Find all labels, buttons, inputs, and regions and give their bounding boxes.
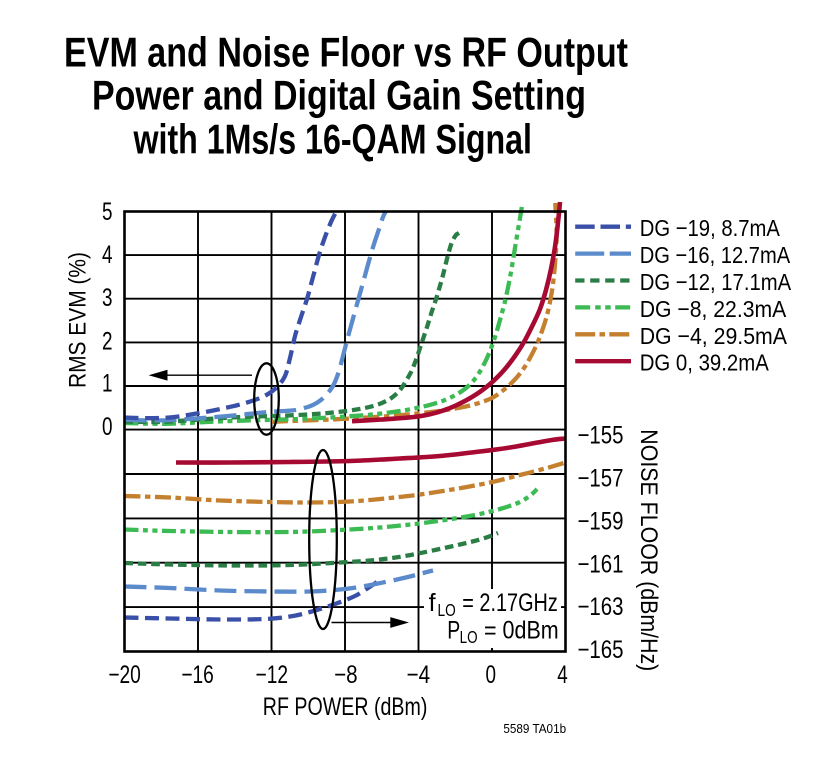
- svg-text:−161: −161: [578, 550, 624, 578]
- svg-text:RMS EVM (%): RMS EVM (%): [65, 252, 92, 388]
- svg-text:LO: LO: [438, 600, 456, 620]
- svg-text:−8: −8: [334, 661, 358, 689]
- svg-text:DG −19, 8.7mA: DG −19, 8.7mA: [640, 215, 780, 241]
- svg-text:DG −16, 12.7mA: DG −16, 12.7mA: [640, 242, 791, 268]
- svg-text:2: 2: [102, 328, 113, 356]
- svg-text:f: f: [429, 589, 436, 617]
- svg-text:0: 0: [485, 661, 496, 689]
- svg-text:4: 4: [102, 241, 113, 269]
- svg-text:−159: −159: [578, 507, 624, 535]
- svg-text:3: 3: [102, 284, 113, 312]
- svg-text:−12: −12: [256, 661, 289, 689]
- svg-text:Power and Digital Gain Setting: Power and Digital Gain Setting: [92, 72, 586, 119]
- svg-text:with 1Ms/s 16-QAM Signal: with 1Ms/s 16-QAM Signal: [133, 116, 532, 163]
- svg-text:= 2.17GHz: = 2.17GHz: [462, 589, 558, 617]
- svg-text:−155: −155: [578, 422, 624, 450]
- svg-text:−16: −16: [181, 661, 214, 689]
- svg-text:DG −12, 17.1mA: DG −12, 17.1mA: [640, 269, 792, 295]
- svg-text:NOISE FLOOR (dBm/Hz): NOISE FLOOR (dBm/Hz): [635, 429, 662, 671]
- svg-text:LO: LO: [460, 627, 478, 647]
- svg-text:−163: −163: [578, 593, 624, 621]
- svg-text:4: 4: [557, 661, 568, 689]
- svg-text:DG −8, 22.3mA: DG −8, 22.3mA: [640, 296, 787, 322]
- svg-text:−20: −20: [108, 661, 141, 689]
- svg-text:DG 0, 39.2mA: DG 0, 39.2mA: [640, 350, 769, 376]
- svg-text:= 0dBm: = 0dBm: [484, 617, 559, 645]
- svg-text:0: 0: [102, 413, 113, 441]
- svg-text:EVM and Noise Floor vs RF Outp: EVM and Noise Floor vs RF Output: [64, 29, 628, 76]
- svg-text:DG −4, 29.5mA: DG −4, 29.5mA: [640, 323, 788, 349]
- svg-text:−165: −165: [578, 636, 624, 664]
- svg-text:−4: −4: [407, 661, 431, 689]
- svg-text:P: P: [447, 617, 460, 645]
- svg-text:5: 5: [102, 198, 113, 226]
- svg-text:RF POWER (dBm): RF POWER (dBm): [263, 693, 428, 721]
- svg-text:1: 1: [102, 370, 113, 398]
- svg-text:−157: −157: [578, 465, 624, 493]
- svg-text:5589 TA01b: 5589 TA01b: [503, 721, 566, 736]
